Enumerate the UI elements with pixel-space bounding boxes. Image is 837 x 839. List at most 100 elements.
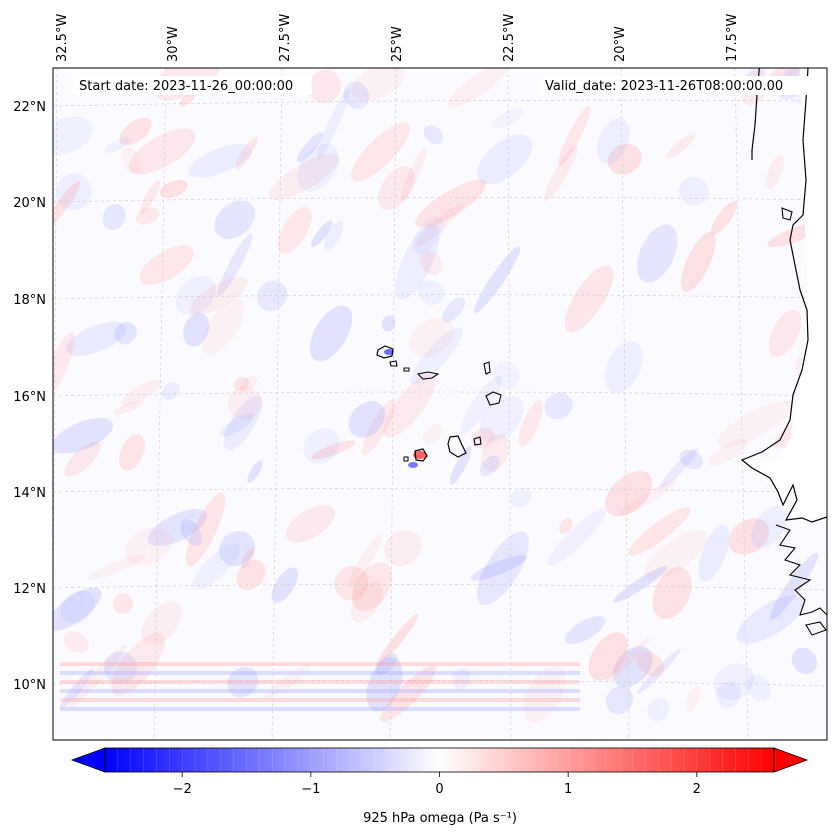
omega-negative-patch [460,375,503,434]
omega-negative-patch [219,413,254,437]
omega-negative-patch [60,590,95,624]
omega-negative-patch [613,646,653,688]
omega-negative-patch [324,220,344,251]
omega-negative-patch [746,674,772,702]
omega-negative-patch [303,428,340,464]
maio-island [473,436,482,446]
sao-nicolau-island [416,371,440,380]
omega-positive-patch [233,376,250,391]
omega-positive-patch [128,128,196,175]
omega-negative-patch [183,312,210,347]
omega-negative-patch [636,648,681,695]
omega-negative-patch [114,321,137,345]
omega-positive-patch [268,153,340,201]
omega-negative-patch [366,657,403,712]
lon-label: 27.5°W [278,14,293,62]
omega-negative-patch [271,567,299,603]
omega-negative-patch [247,460,263,483]
omega-positive-patch [362,399,396,456]
parallel-gridline [53,584,827,591]
parallel-gridline [53,197,827,203]
santo-antao-island [376,345,394,359]
omega-negative-patch [381,315,396,332]
lat-label: 12°N [13,582,46,597]
omega-negative-patch [223,395,263,451]
omega-positive-patch [113,400,145,415]
boundary-band [60,662,580,666]
omega-negative-patch [147,508,207,547]
omega-positive-patch [665,133,696,159]
start-date-label: Start date: 2023-11-26_00:00:00 [79,79,293,94]
omega-negative-patch [395,223,440,300]
omega-positive-patch [685,685,701,713]
omega-positive-patch [378,166,415,211]
brava-island [403,456,409,462]
omega-positive-patch [53,332,75,395]
omega-positive-patch [644,530,707,580]
omega-negative-patch [660,448,698,489]
colorbar-tick-label: −2 [173,782,192,797]
boundary-band [60,707,580,711]
omega-negative-patch [161,382,180,401]
omega-negative-patch [317,88,350,161]
omega-positive-patch [285,505,335,543]
omega-negative-patch [647,698,670,721]
parallel-gridline [53,680,827,687]
omega-positive-patch [241,547,255,569]
meridian-gridline [620,68,630,740]
boa-vista-island [485,391,502,406]
omega-negative-patch [751,505,788,548]
omega-positive-patch [121,147,142,175]
santa-luzia-island [403,367,410,372]
omega-negative-patch [311,220,333,248]
omega-negative-patch [698,524,730,582]
omega-negative-patch [451,667,471,690]
omega-negative-patch [423,125,444,145]
omega-positive-patch [422,423,443,445]
omega-positive-patch [239,376,258,392]
omega-positive-patch [636,650,664,677]
start-date-box [72,76,312,95]
omega-negative-patch [679,449,704,470]
meridian-gridline [153,68,167,740]
omega-negative-patch [256,280,288,312]
colorbar-extend-min [70,747,106,773]
lat-label: 20°N [13,196,46,211]
omega-positive-patch [588,632,628,681]
omega-negative-patch [605,686,634,715]
omega-positive-patch [717,400,794,448]
omega-negative-patch [227,667,259,698]
omega-positive-patch [383,373,436,438]
omega-positive-patch [236,559,266,591]
fogo-island [414,448,428,462]
omega-positive-patch [311,440,356,460]
omega-positive-patch [113,593,133,614]
omega-negative-patch [479,395,524,442]
omega-positive-patch [139,245,194,285]
omega-negative-patch [716,681,741,709]
omega-positive-patch [348,534,383,588]
omega-negative-patch [188,144,252,178]
lon-label: 17.5°W [725,14,740,62]
omega-positive-patch [766,154,785,189]
omega-negative-patch [509,487,532,508]
lat-label: 22°N [13,100,46,115]
colorbar-gradient [105,748,774,772]
omega-negative-patch [104,137,132,153]
omega-positive-patch [350,122,410,182]
omega-positive-patch [481,433,510,472]
omega-negative-patch [442,297,466,323]
omega-positive-patch [64,441,101,477]
omega-negative-patch [613,566,668,603]
meridian-gridline [389,68,397,740]
boundary-band [60,689,580,693]
omega-positive-patch [124,527,173,566]
omega-negative-patch [53,418,113,454]
gridlines [53,68,827,740]
parallel-gridline [53,391,827,397]
boundary-band [60,671,580,675]
meridian-gridline [734,68,749,740]
omega-negative-patch [547,508,607,566]
map-background [53,68,827,740]
omega-positive-patch [420,250,443,276]
